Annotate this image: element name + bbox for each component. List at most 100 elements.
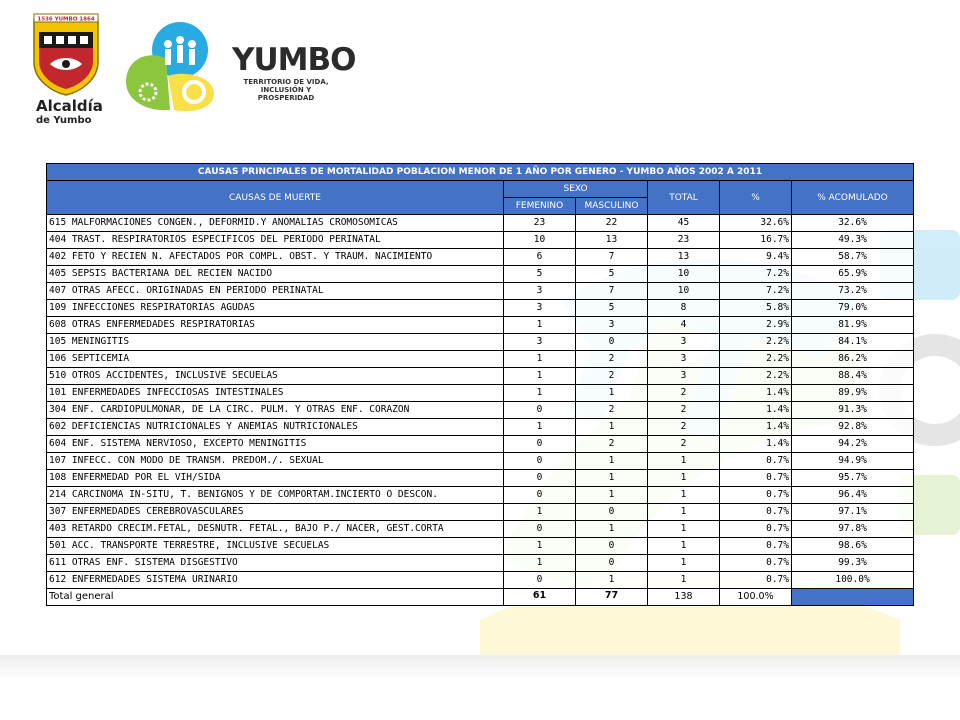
total-male: 77	[575, 588, 648, 606]
table-row: 602 DEFICIENCIAS NUTRICIONALES Y ANEMIAS…	[46, 418, 915, 436]
male-cell: 1	[575, 384, 648, 402]
total-cell: 3	[647, 367, 720, 385]
male-cell: 0	[575, 503, 648, 521]
male-cell: 5	[575, 265, 648, 283]
table-row: 307 ENFERMEDADES CEREBROVASCULARES 1 0 1 0.7…	[46, 503, 915, 521]
total-cell: 2	[647, 384, 720, 402]
female-cell: 1	[503, 418, 576, 436]
cause-cell: 403 RETARDO CRECIM.FETAL, DESNUTR. FETAL…	[46, 520, 504, 538]
table-row: 611 OTRAS ENF. SISTEMA DISGESTIVO 1 0 1 0.7%…	[46, 554, 915, 572]
shield-motto: 1536 YUMBO 1864	[37, 17, 94, 23]
total-cell: 1	[647, 469, 720, 487]
cause-cell: 106 SEPTICEMIA	[46, 350, 504, 368]
percent-cell: 16.7%	[719, 231, 792, 249]
male-cell: 2	[575, 350, 648, 368]
total-female: 61	[503, 588, 576, 606]
male-cell: 1	[575, 486, 648, 504]
percent-cell: 1.4%	[719, 401, 792, 419]
cause-cell: 214 CARCINOMA IN-SITU, T. BENIGNOS Y DE …	[46, 486, 504, 504]
cumulative-cell: 73.2%	[790, 282, 915, 300]
cause-cell: 612 ENFERMEDADES SISTEMA URINARIO	[46, 571, 504, 589]
header-male: MASCULINO	[575, 197, 648, 215]
total-cell: 2	[647, 401, 720, 419]
total-row: Total general 61 77 138 100.0%	[46, 588, 915, 606]
cause-cell: 404 TRAST. RESPIRATORIOS ESPECIFICOS DEL…	[46, 231, 504, 249]
total-cell: 13	[647, 248, 720, 266]
footer-band	[0, 655, 960, 720]
male-cell: 0	[575, 554, 648, 572]
total-cumulative-cell	[790, 588, 915, 606]
total-cell: 2	[647, 418, 720, 436]
total-cell: 23	[647, 231, 720, 249]
table-row: 403 RETARDO CRECIM.FETAL, DESNUTR. FETAL…	[46, 520, 915, 538]
total-cell: 10	[647, 282, 720, 300]
percent-cell: 32.6%	[719, 214, 792, 232]
table-row: 501 ACC. TRANSPORTE TERRESTRE, INCLUSIVE…	[46, 537, 915, 555]
shield-icon: 1536 YUMBO 1864	[33, 13, 99, 96]
cumulative-cell: 91.3%	[790, 401, 915, 419]
table-row: 304 ENF. CARDIOPULMONAR, DE LA CIRC. PUL…	[46, 401, 915, 419]
percent-cell: 0.7%	[719, 537, 792, 555]
male-cell: 3	[575, 316, 648, 334]
total-cell: 1	[647, 452, 720, 470]
male-cell: 1	[575, 418, 648, 436]
total-cell: 10	[647, 265, 720, 283]
percent-cell: 2.2%	[719, 350, 792, 368]
header-cumulative: % ACOMULADO	[790, 180, 915, 215]
yumbo-emblem-icon	[126, 22, 214, 112]
header-total: TOTAL	[647, 180, 720, 215]
female-cell: 23	[503, 214, 576, 232]
cause-cell: 109 INFECCIONES RESPIRATORIAS AGUDAS	[46, 299, 504, 317]
female-cell: 1	[503, 350, 576, 368]
table-row: 101 ENFERMEDADES INFECCIOSAS INTESTINALE…	[46, 384, 915, 402]
total-cell: 8	[647, 299, 720, 317]
cause-cell: 615 MALFORMACIONES CONGEN., DEFORMID.Y A…	[46, 214, 504, 232]
male-cell: 1	[575, 469, 648, 487]
total-cell: 1	[647, 503, 720, 521]
cause-cell: 604 ENF. SISTEMA NERVIOSO, EXCEPTO MENIN…	[46, 435, 504, 453]
total-cell: 45	[647, 214, 720, 232]
female-cell: 0	[503, 486, 576, 504]
cumulative-cell: 92.8%	[790, 418, 915, 436]
cumulative-cell: 32.6%	[790, 214, 915, 232]
header-causes: CAUSAS DE MUERTE	[46, 180, 504, 215]
total-cell: 1	[647, 537, 720, 555]
total-cell: 3	[647, 333, 720, 351]
cumulative-cell: 49.3%	[790, 231, 915, 249]
table-row: 608 OTRAS ENFERMEDADES RESPIRATORIAS 1 3 4 2…	[46, 316, 915, 334]
table-row: 109 INFECCIONES RESPIRATORIAS AGUDAS 3 5 8 5…	[46, 299, 915, 317]
cumulative-cell: 97.8%	[790, 520, 915, 538]
cause-cell: 407 OTRAS AFECC. ORIGINADAS EN PERIODO P…	[46, 282, 504, 300]
table-row: 407 OTRAS AFECC. ORIGINADAS EN PERIODO P…	[46, 282, 915, 300]
cumulative-cell: 96.4%	[790, 486, 915, 504]
cause-cell: 101 ENFERMEDADES INFECCIOSAS INTESTINALE…	[46, 384, 504, 402]
female-cell: 10	[503, 231, 576, 249]
female-cell: 0	[503, 520, 576, 538]
female-cell: 0	[503, 571, 576, 589]
total-label: Total general	[46, 588, 504, 606]
total-cell: 1	[647, 554, 720, 572]
male-cell: 2	[575, 367, 648, 385]
female-cell: 6	[503, 248, 576, 266]
table-row: 402 FETO Y RECIEN N. AFECTADOS POR COMPL…	[46, 248, 915, 266]
header-female: FEMENINO	[503, 197, 576, 215]
cumulative-cell: 84.1%	[790, 333, 915, 351]
male-cell: 7	[575, 248, 648, 266]
female-cell: 3	[503, 282, 576, 300]
male-cell: 2	[575, 435, 648, 453]
cause-cell: 510 OTROS ACCIDENTES, INCLUSIVE SECUELAS	[46, 367, 504, 385]
table-row: 405 SEPSIS BACTERIANA DEL RECIEN NACIDO 5…	[46, 265, 915, 283]
percent-cell: 7.2%	[719, 282, 792, 300]
male-cell: 7	[575, 282, 648, 300]
female-cell: 0	[503, 401, 576, 419]
tagline-line-2: INCLUSIÓN Y PROSPERIDAD	[257, 86, 315, 102]
yumbo-tagline: TERRITORIO DE VIDA, INCLUSIÓN Y PROSPERI…	[236, 78, 336, 102]
cumulative-cell: 97.1%	[790, 503, 915, 521]
alcaldia-brand: Alcaldía de Yumbo	[36, 98, 103, 127]
table-row: 106 SEPTICEMIA 1 2 3 2.2% 86.2%	[46, 350, 915, 368]
table-row: 214 CARCINOMA IN-SITU, T. BENIGNOS Y DE …	[46, 486, 915, 504]
tagline-line-1: TERRITORIO DE VIDA,	[243, 78, 329, 86]
percent-cell: 7.2%	[719, 265, 792, 283]
header-percent: %	[719, 180, 792, 215]
male-cell: 5	[575, 299, 648, 317]
